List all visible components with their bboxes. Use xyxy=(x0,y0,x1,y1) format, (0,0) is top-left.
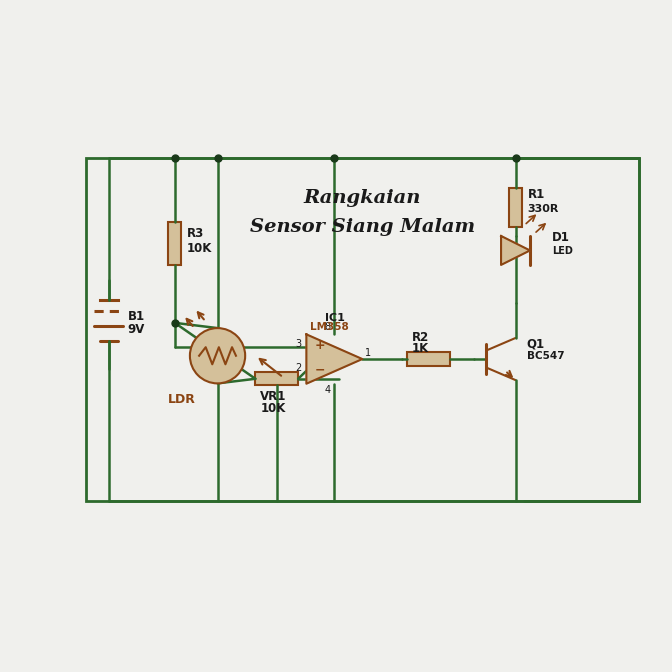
Text: Rangkaian: Rangkaian xyxy=(304,189,421,207)
Text: R1: R1 xyxy=(528,187,544,201)
Text: 8: 8 xyxy=(325,323,331,333)
Text: R3: R3 xyxy=(187,227,204,241)
Text: 330R: 330R xyxy=(528,204,558,214)
Text: Q1: Q1 xyxy=(527,337,545,350)
Text: 1K: 1K xyxy=(412,343,429,355)
FancyBboxPatch shape xyxy=(407,352,450,366)
Text: −: − xyxy=(314,364,325,376)
Polygon shape xyxy=(306,335,362,384)
Text: 9V: 9V xyxy=(128,323,144,336)
Text: IC1: IC1 xyxy=(325,313,345,323)
Text: LDR: LDR xyxy=(167,393,196,406)
Text: BC547: BC547 xyxy=(527,351,564,361)
Text: B1: B1 xyxy=(128,310,144,323)
Text: 3: 3 xyxy=(295,339,301,349)
FancyBboxPatch shape xyxy=(168,222,181,265)
Polygon shape xyxy=(501,236,530,265)
FancyBboxPatch shape xyxy=(509,188,522,227)
FancyBboxPatch shape xyxy=(255,372,298,385)
Text: 10K: 10K xyxy=(187,242,212,255)
Text: LED: LED xyxy=(552,246,573,256)
Text: 4: 4 xyxy=(325,385,331,395)
Text: D1: D1 xyxy=(552,230,570,243)
Text: VR1: VR1 xyxy=(260,390,287,403)
Circle shape xyxy=(190,328,245,384)
Text: Sensor Siang Malam: Sensor Siang Malam xyxy=(250,218,475,237)
Text: 10K: 10K xyxy=(261,402,286,415)
Text: R2: R2 xyxy=(412,331,429,344)
Text: LM358: LM358 xyxy=(310,323,348,333)
Text: 2: 2 xyxy=(295,363,301,373)
Text: +: + xyxy=(314,339,325,352)
Text: 1: 1 xyxy=(365,347,371,358)
